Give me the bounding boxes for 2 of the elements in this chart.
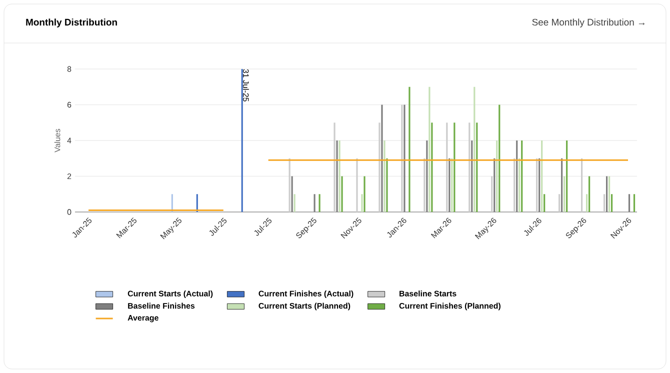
- text: See Monthly Distribution →: [532, 18, 645, 28]
- chart-title: Monthly Distribution: [26, 18, 117, 28]
